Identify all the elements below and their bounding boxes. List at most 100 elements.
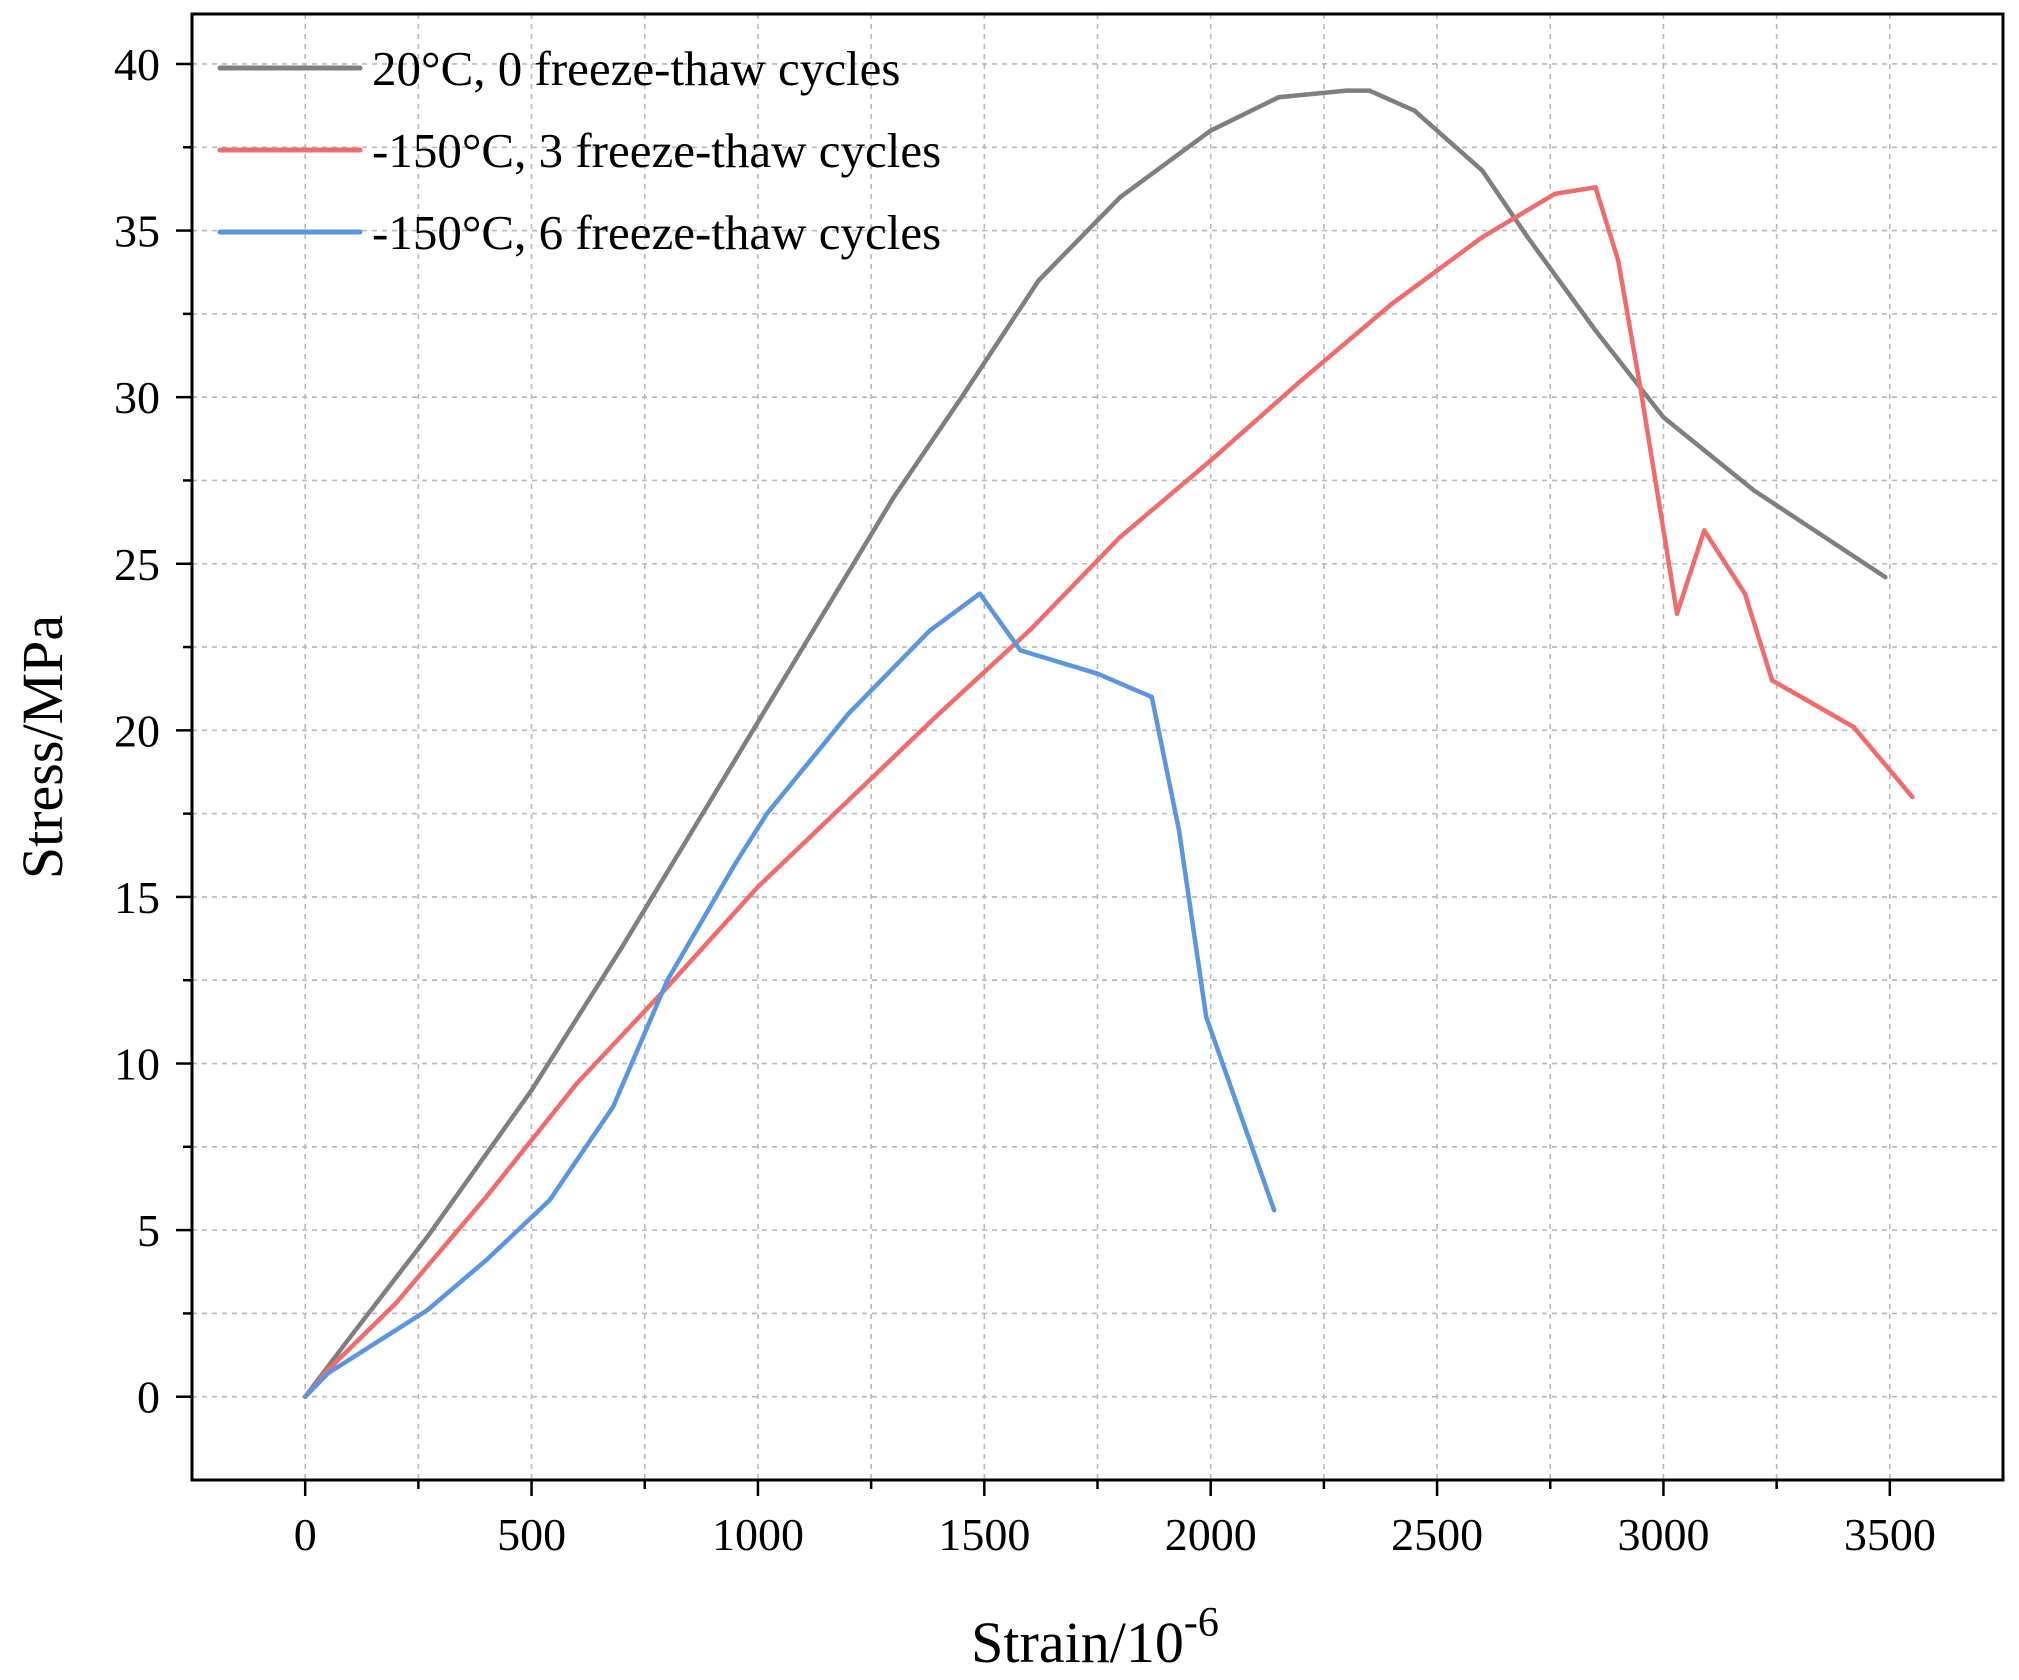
series-1-point [1480, 168, 1485, 173]
axis-ticks [176, 62, 1892, 1496]
x-tick-label: 2500 [1391, 1509, 1483, 1560]
series-2-point [1851, 724, 1856, 730]
series-2-point [1552, 191, 1558, 197]
series-2-point [1027, 628, 1032, 633]
series-3-group [302, 591, 1277, 1399]
series-1-point [425, 1234, 430, 1240]
legend-item-2: -150°C, 3 freeze-thaw cycles [217, 123, 941, 178]
series-1-point [1367, 88, 1372, 93]
series-2-point [484, 1194, 489, 1200]
series-2-group [302, 185, 1915, 1399]
series-3-point [1095, 671, 1100, 676]
x-tick-label: 3500 [1844, 1509, 1936, 1560]
legend-label: -150°C, 3 freeze-thaw cycles [372, 123, 941, 178]
series-1-point [1036, 278, 1041, 283]
series-3-point [1271, 1207, 1277, 1213]
y-tick-labels: 0 5 10 15 20 25 30 35 40 [114, 39, 160, 1423]
series-1-point [1751, 488, 1757, 493]
x-axis-title-exponent: -6 [1184, 1600, 1219, 1646]
series-2-point [1616, 258, 1621, 263]
series-3-line [302, 591, 1277, 1399]
legend-label: 20°C, 0 freeze-thaw cycles [372, 41, 900, 96]
series-1-point [1883, 574, 1888, 580]
x-tick-label: 1500 [938, 1509, 1030, 1560]
series-3-point [1204, 1014, 1209, 1020]
series-2-point [1638, 388, 1644, 393]
series-3-point [1149, 694, 1155, 700]
series-2-point [936, 711, 942, 716]
series-2-point [1389, 301, 1395, 307]
data-series [302, 88, 1915, 1399]
legend-item-3: -150°C, 6 freeze-thaw cycles [217, 205, 941, 260]
series-2-point [1480, 235, 1485, 240]
series-1-point [1525, 235, 1530, 240]
y-tick-label: 40 [114, 39, 160, 90]
series-1-point [1593, 328, 1598, 333]
y-tick-label: 10 [114, 1039, 160, 1090]
series-3-point [325, 1371, 330, 1376]
series-3-point [927, 628, 933, 633]
series-2-line [302, 185, 1915, 1399]
series-1-point [710, 794, 715, 800]
series-3-point [846, 711, 851, 716]
y-tick-label: 25 [114, 539, 160, 590]
series-2-point [755, 884, 761, 890]
series-1-point [801, 644, 806, 650]
y-axis-title: Stress/MPa [10, 615, 75, 879]
series-2-point [1674, 611, 1680, 616]
series-1-line [302, 88, 1888, 1399]
series-2-point [1742, 591, 1748, 596]
y-tick-label: 35 [114, 206, 160, 257]
series-1-point [529, 1088, 534, 1093]
series-1-point [959, 395, 964, 400]
series-3-point [1018, 648, 1023, 653]
series-1-point [1661, 415, 1666, 420]
series-2-point [1208, 458, 1213, 463]
series-3-point [977, 591, 982, 596]
series-2-point [1299, 378, 1304, 383]
x-axis-title: Strain/10-6 [971, 1600, 1219, 1675]
series-2-point [1910, 794, 1915, 800]
series-2-point [1769, 678, 1775, 683]
series-3-point [303, 1394, 308, 1399]
x-tick-label: 2000 [1165, 1509, 1257, 1560]
series-2-point [1117, 534, 1123, 540]
series-1-point [1344, 88, 1349, 93]
series-1-point [619, 944, 625, 950]
series-1-point [1412, 108, 1417, 113]
series-3-point [425, 1307, 430, 1313]
series-3-point [665, 978, 670, 983]
series-1-point [348, 1334, 353, 1339]
x-tick-label: 500 [497, 1509, 566, 1560]
series-3-point [764, 811, 770, 816]
series-1-point [1276, 95, 1281, 100]
series-2-point [574, 1081, 579, 1086]
y-tick-label: 0 [137, 1372, 160, 1423]
x-tick-label: 1000 [712, 1509, 804, 1560]
y-tick-label: 30 [114, 372, 160, 423]
x-tick-labels: 0 500 1000 1500 2000 2500 3000 3500 [294, 1509, 1936, 1560]
y-tick-label: 5 [137, 1205, 160, 1256]
series-2-point [846, 798, 851, 803]
series-3-point [733, 861, 738, 866]
series-1-point [891, 494, 896, 500]
legend-item-1: 20°C, 0 freeze-thaw cycles [217, 41, 900, 96]
series-1-point [1117, 195, 1123, 200]
series-1-group [302, 88, 1888, 1399]
y-tick-label: 15 [114, 872, 160, 923]
series-2-point [1593, 185, 1598, 190]
series-3-point [1176, 828, 1182, 833]
x-tick-label: 3000 [1617, 1509, 1709, 1560]
series-1-point [1208, 128, 1213, 133]
y-tick-label: 20 [114, 705, 160, 756]
x-axis-title-base: Strain/10 [971, 1610, 1184, 1675]
legend: 20°C, 0 freeze-thaw cycles -150°C, 3 free… [217, 41, 941, 260]
x-tick-label: 0 [294, 1509, 317, 1560]
series-2-point [1702, 528, 1707, 533]
legend-label: -150°C, 6 freeze-thaw cycles [372, 205, 941, 260]
series-3-point [547, 1197, 552, 1203]
series-3-point [484, 1257, 489, 1263]
grid-lines [192, 14, 2003, 1480]
series-2-point [393, 1301, 398, 1306]
